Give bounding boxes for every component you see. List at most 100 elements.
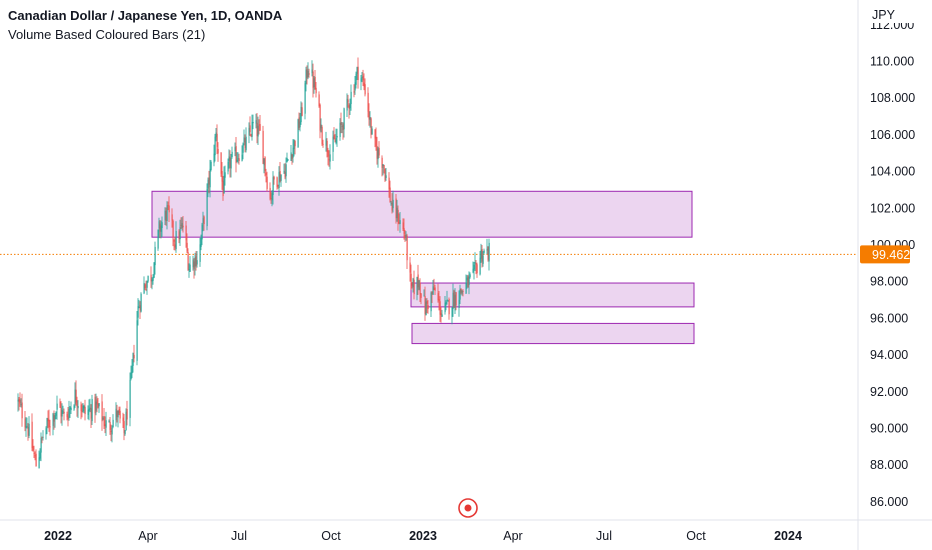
- replay-marker-icon[interactable]: [458, 498, 478, 518]
- candle: [369, 111, 371, 128]
- candle: [146, 280, 148, 295]
- candle: [55, 411, 57, 419]
- symbol-title[interactable]: Canadian Dollar / Japanese Yen, 1D, OAND…: [8, 8, 283, 23]
- candle: [404, 230, 406, 242]
- candle: [59, 398, 61, 408]
- candle: [245, 127, 247, 153]
- candle: [307, 62, 309, 80]
- candle: [118, 406, 120, 416]
- candle: [242, 142, 244, 160]
- candle: [486, 238, 488, 255]
- supply-demand-zones: [151, 190, 695, 345]
- candle: [355, 71, 357, 89]
- candle: [69, 405, 71, 418]
- candle: [276, 176, 278, 190]
- candle: [413, 270, 415, 300]
- x-tick-label: Apr: [503, 529, 522, 543]
- candle: [370, 117, 372, 139]
- candle: [298, 112, 300, 131]
- candle: [129, 372, 131, 427]
- candle: [440, 306, 442, 323]
- candle: [18, 397, 20, 411]
- candle: [241, 145, 243, 162]
- candle: [364, 78, 366, 97]
- candlestick-series: [17, 57, 490, 469]
- y-tick-label: 98.000: [870, 275, 908, 289]
- candle: [426, 298, 428, 314]
- last-price-badge: [860, 245, 910, 264]
- candle: [469, 272, 471, 279]
- candle: [434, 284, 436, 296]
- candle: [483, 248, 485, 255]
- candle: [136, 310, 138, 366]
- candle: [116, 404, 118, 423]
- candle: [325, 131, 327, 152]
- candle: [186, 233, 188, 254]
- candle: [87, 405, 89, 420]
- candle: [27, 423, 29, 441]
- indicator-label[interactable]: Volume Based Coloured Bars (21): [8, 27, 206, 42]
- candle: [215, 128, 217, 142]
- candle: [126, 400, 128, 426]
- y-tick-label: 110.000: [870, 55, 914, 69]
- candle: [19, 392, 21, 407]
- candle: [165, 207, 167, 226]
- zone-rect[interactable]: [411, 322, 695, 345]
- candle: [41, 436, 43, 444]
- candle: [425, 298, 427, 316]
- candle: [82, 402, 84, 413]
- candle: [444, 296, 446, 315]
- candle: [145, 280, 147, 292]
- candle: [480, 243, 482, 263]
- candle: [412, 277, 414, 293]
- candle: [271, 190, 273, 207]
- candle: [299, 113, 301, 132]
- candle: [122, 412, 124, 429]
- candle: [49, 419, 51, 436]
- candle: [403, 218, 405, 240]
- zone-rect[interactable]: [410, 282, 695, 308]
- candle: [192, 255, 194, 271]
- zone-rect[interactable]: [151, 190, 693, 238]
- candle: [68, 400, 70, 421]
- candle: [466, 275, 468, 289]
- candle: [452, 283, 454, 317]
- candle: [392, 190, 394, 213]
- candle: [423, 289, 425, 297]
- candle: [473, 262, 475, 280]
- candle: [353, 84, 355, 98]
- candle: [180, 217, 182, 230]
- candle: [432, 279, 434, 295]
- candle: [208, 170, 210, 194]
- candle: [482, 251, 484, 267]
- candle: [354, 75, 356, 95]
- candle: [284, 163, 286, 180]
- candle: [277, 184, 279, 189]
- candle: [209, 159, 211, 198]
- candle: [117, 410, 119, 428]
- candle: [161, 216, 163, 237]
- candle: [67, 406, 69, 427]
- y-tick-label: 94.000: [870, 348, 908, 362]
- candle: [342, 122, 344, 140]
- candle: [475, 259, 477, 275]
- candle: [179, 219, 181, 246]
- candle: [195, 251, 197, 271]
- candle: [150, 266, 152, 288]
- candle: [391, 193, 393, 214]
- candle: [333, 127, 335, 140]
- candle: [229, 150, 231, 178]
- candle: [81, 403, 83, 418]
- candle: [383, 164, 385, 174]
- candle: [90, 404, 92, 429]
- candle: [441, 309, 443, 318]
- x-tick-label: 2023: [409, 529, 437, 543]
- candle: [433, 278, 435, 291]
- candle: [439, 296, 441, 322]
- candle: [424, 286, 426, 321]
- candle: [445, 300, 447, 311]
- candle: [447, 300, 449, 302]
- candle: [91, 394, 93, 425]
- y-tick-label: 104.000: [870, 165, 915, 179]
